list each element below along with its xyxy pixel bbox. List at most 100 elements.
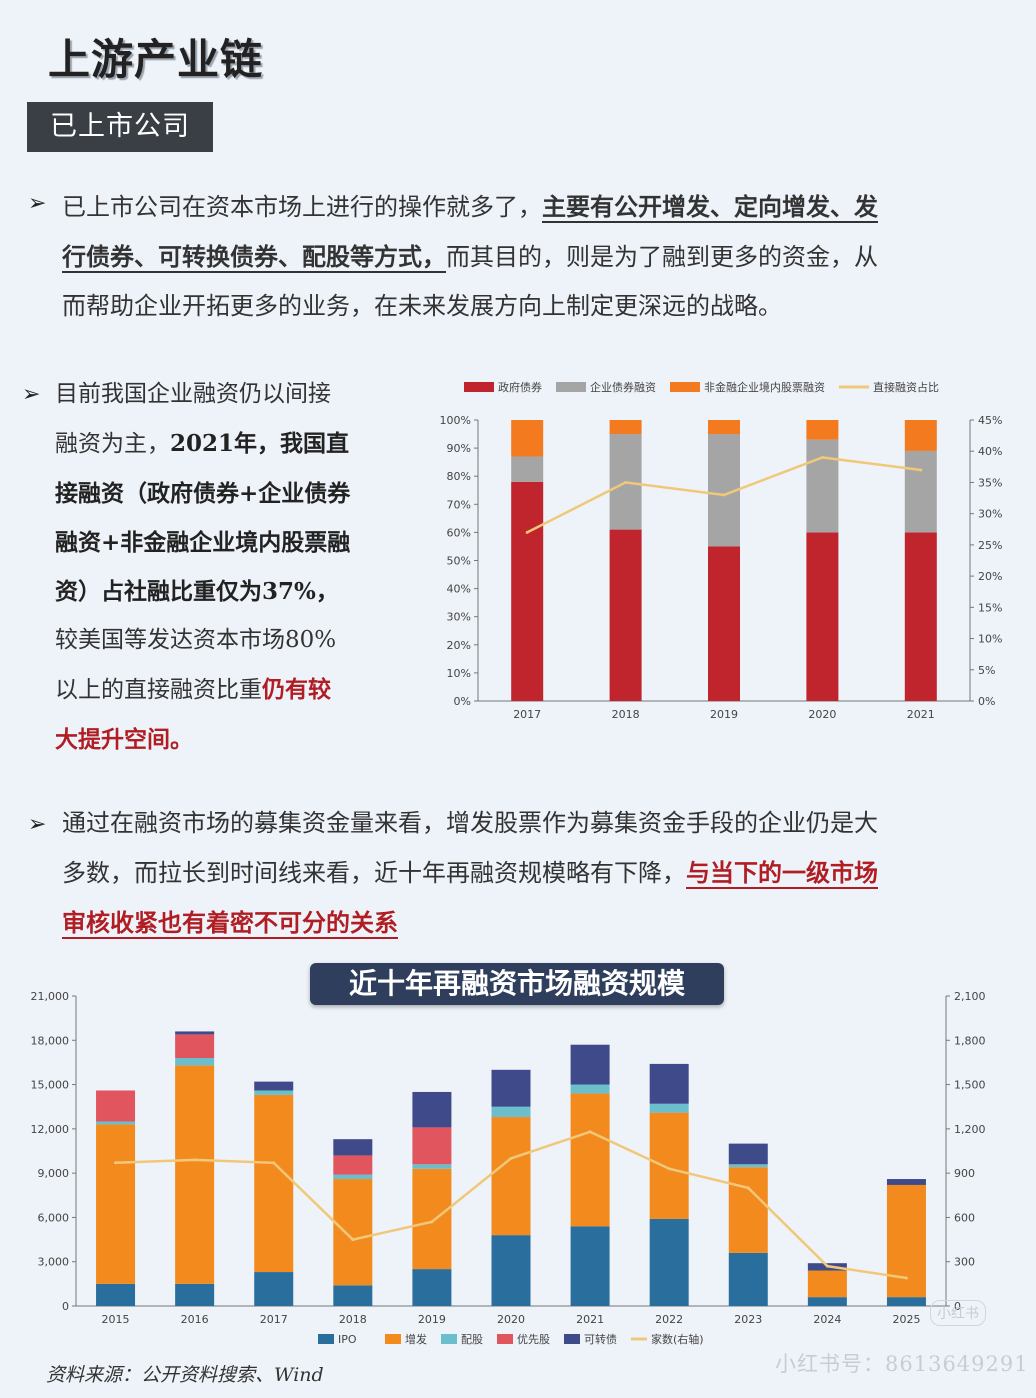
bar-segment: [175, 1034, 215, 1058]
section1-intro: 已上市公司在资本市场上进行的操作就多了，: [62, 193, 542, 221]
section2-text: 目前我国企业融资仍以间接 融资为主，2021年，我国直 接融资（政府债券+企业债…: [55, 370, 425, 764]
bar-segment: [609, 529, 642, 701]
y-tick-label: 60%: [447, 526, 471, 539]
bar-segment: [570, 1044, 610, 1085]
watermark-badge: 小红书: [930, 1300, 986, 1326]
section2-line: 仍有较: [262, 676, 331, 703]
line-point: [722, 493, 726, 497]
bar-segment: [649, 1063, 689, 1104]
line-point: [509, 1156, 513, 1160]
bar-segment: [333, 1155, 373, 1175]
bar-segment: [254, 1272, 294, 1306]
y-tick-label: 50%: [447, 555, 471, 568]
line-point: [272, 1161, 276, 1165]
y2-tick-label: 25%: [978, 539, 1002, 552]
legend-swatch: [564, 1334, 580, 1344]
section2-line: 大提升空间。: [55, 726, 193, 753]
line-point: [430, 1220, 434, 1224]
y2-tick-label: 15%: [978, 601, 1002, 614]
bar-segment: [491, 1106, 531, 1118]
x-tick-label: 2019: [418, 1313, 446, 1326]
section3-line-2-highlight: 与当下的一级市场: [686, 858, 878, 887]
x-tick-label: 2020: [497, 1313, 525, 1326]
bar-segment: [708, 546, 740, 701]
refinancing-scale-chart: 0 3,000 6,000 9,000 12,000 15,000 18,000 21,000…: [31, 990, 986, 1346]
y2-tick-label: 10%: [978, 633, 1002, 646]
section3-text: 通过在融资市场的募集资金量来看，增发股票作为募集资金手段的企业仍是大 多数，而拉…: [62, 799, 1002, 948]
legend-label: 优先股: [517, 1333, 550, 1346]
bar-segment: [412, 1269, 452, 1306]
bar-segment: [649, 1112, 689, 1219]
line-point: [667, 1167, 671, 1171]
legend-label: IPO: [338, 1333, 357, 1346]
y2-tick-label: 0%: [978, 695, 995, 708]
legend-label: 家数(右轴): [651, 1332, 704, 1346]
bar-segment: [333, 1174, 373, 1180]
y2-tick-label: 1,800: [954, 1034, 986, 1047]
bar-segment: [807, 1270, 847, 1298]
x-tick-label: 2018: [339, 1313, 367, 1326]
legend-swatch: [385, 1334, 401, 1344]
x-tick-label: 2019: [710, 708, 738, 721]
y-tick-label: 30%: [447, 611, 471, 624]
bar-segment: [96, 1121, 136, 1125]
y2-tick-label: 600: [954, 1211, 975, 1224]
section2-line: 资）占社融比重仅为37%，: [55, 578, 339, 605]
bar-segment: [175, 1283, 215, 1306]
x-tick-label: 2018: [612, 708, 640, 721]
line-point: [351, 1238, 355, 1242]
y-tick-label: 3,000: [38, 1256, 70, 1269]
bar-segment: [254, 1094, 294, 1273]
section1-methods-1: 主要有公开增发、定向增发、发: [542, 192, 878, 221]
legend-label: 配股: [461, 1333, 483, 1346]
legend-swatch: [497, 1334, 513, 1344]
page-title: 上游产业链: [48, 35, 264, 84]
bar-segment: [333, 1285, 373, 1306]
bar-segment: [175, 1031, 215, 1035]
section2-line: 目前我国企业融资仍以间接: [55, 381, 331, 407]
section2-line: 接融资（政府债券+企业债券: [55, 480, 351, 507]
bar-segment: [886, 1297, 926, 1306]
line-point: [588, 1130, 592, 1134]
bar-segment: [728, 1143, 768, 1165]
y-tick-label: 15,000: [31, 1079, 70, 1092]
section1-methods-2: 行债券、可转换债券、配股等方式，: [62, 242, 446, 271]
bar-segment: [886, 1179, 926, 1185]
x-tick-label: 2025: [892, 1313, 920, 1326]
y-tick-label: 0%: [454, 695, 471, 708]
line-point: [904, 1276, 908, 1280]
legend-label: 非金融企业境内股票融资: [704, 380, 825, 394]
legend-label: 直接融资占比: [873, 380, 939, 394]
bar-segment: [904, 532, 937, 701]
bar-segment: [412, 1168, 452, 1270]
legend-label: 政府债券: [498, 380, 542, 394]
line-point: [624, 480, 628, 484]
bar-segment: [649, 1218, 689, 1306]
chart-title: 近十年再融资市场融资规模: [310, 963, 724, 1005]
section1-purpose-2: 而帮助企业开拓更多的业务，在未来发展方向上制定更深远的战略。: [62, 292, 782, 320]
legend-label: 增发: [405, 1332, 427, 1346]
section-badge: 已上市公司: [27, 102, 213, 152]
legend-label: 可转债: [584, 1332, 617, 1346]
bar-segment: [511, 456, 544, 482]
line-point: [919, 468, 923, 472]
bar-segment: [570, 1226, 610, 1306]
bar-segment: [728, 1167, 768, 1253]
y2-tick-label: 20%: [978, 570, 1002, 583]
y2-tick-label: 35%: [978, 476, 1002, 489]
bar-segment: [412, 1164, 452, 1169]
bar-segment: [806, 532, 839, 701]
y-tick-label: 80%: [447, 470, 471, 483]
x-tick-label: 2021: [907, 708, 935, 721]
bar-segment: [904, 450, 937, 533]
bar-segment: [806, 420, 839, 440]
bar-segment: [708, 420, 740, 435]
bar-segment: [333, 1139, 373, 1156]
x-tick-label: 2017: [513, 708, 541, 721]
y-tick-label: 20%: [447, 639, 471, 652]
legend-swatch: [556, 382, 586, 392]
x-tick-label: 2022: [655, 1313, 683, 1326]
section1-text: 已上市公司在资本市场上进行的操作就多了，主要有公开增发、定向增发、发 行债券、可…: [62, 182, 1002, 331]
y2-tick-label: 5%: [978, 664, 995, 677]
y-tick-label: 100%: [440, 414, 471, 427]
